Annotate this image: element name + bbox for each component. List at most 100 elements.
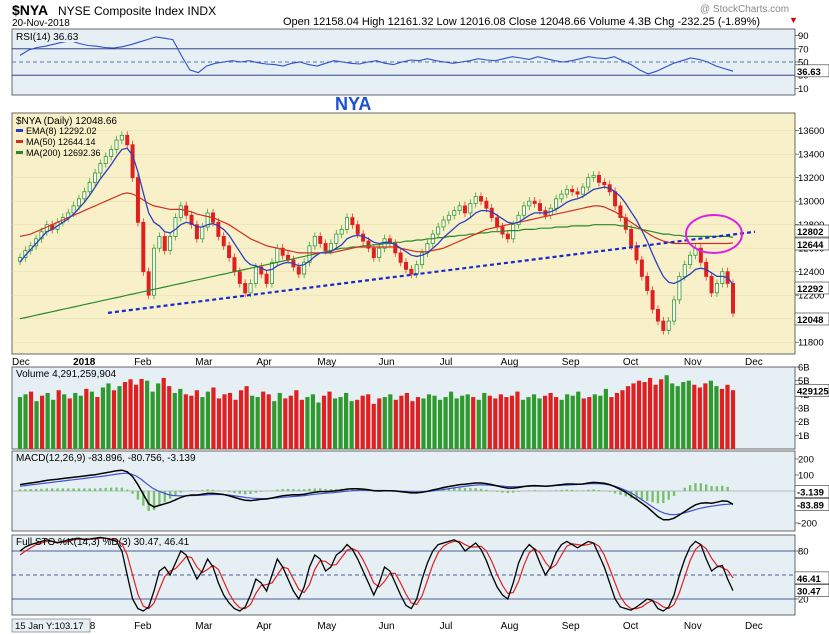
candle-body	[157, 236, 162, 249]
macd-histogram-bar	[238, 491, 241, 494]
candle-body	[130, 144, 135, 179]
macd-histogram-bar	[93, 488, 97, 491]
macd-histogram-bar	[485, 489, 488, 491]
candle-body	[554, 198, 559, 209]
volume-bar	[554, 397, 559, 449]
macd-histogram-bar	[24, 489, 27, 491]
bottom-x-axis-label: Sep	[562, 621, 580, 632]
bottom-x-axis-label: May	[317, 621, 336, 632]
volume-bar	[432, 395, 437, 449]
candle-body	[371, 247, 376, 259]
macd-histogram-bar	[613, 491, 617, 494]
candle-body	[457, 205, 462, 211]
bottom-x-axis-label: Apr	[256, 621, 272, 632]
sto-d-value-box	[794, 571, 829, 585]
candle-body	[441, 219, 446, 228]
volume-bar	[377, 398, 382, 449]
volume-bar	[305, 397, 310, 449]
volume-bar	[78, 395, 83, 449]
volume-bar	[520, 399, 526, 449]
macd-histogram-bar	[528, 490, 531, 491]
candle-body	[596, 174, 601, 183]
macd-histogram-bar	[581, 490, 585, 491]
bottom-x-axis-label: Oct	[623, 621, 639, 632]
candle-body	[339, 228, 344, 235]
candle-body	[479, 196, 484, 202]
macd-histogram-bar	[587, 489, 590, 491]
volume-bar	[393, 399, 398, 449]
volume-bar	[189, 395, 194, 449]
x-axis-label: May	[317, 357, 336, 368]
volume-bar	[719, 388, 725, 449]
volume-bar	[531, 394, 537, 449]
volume-bar	[565, 394, 570, 449]
volume-bar	[56, 390, 61, 449]
volume-bar	[399, 395, 404, 449]
macd-histogram-bar	[61, 488, 65, 491]
candle-body	[623, 217, 628, 230]
volume-bar	[498, 394, 503, 449]
volume-tick-label: 5B	[798, 376, 810, 387]
volume-bar	[493, 398, 498, 449]
volume-bar	[598, 395, 603, 449]
candle-body	[114, 139, 119, 150]
macd-histogram-bar	[495, 491, 499, 492]
cursor-readout: 15 Jan Y:103.17	[15, 621, 84, 632]
volume-bar	[45, 392, 50, 449]
candle-body	[275, 247, 280, 263]
legend-swatch	[16, 140, 23, 143]
volume-bar	[299, 399, 304, 449]
volume-bar	[89, 391, 94, 449]
macd-histogram-bar	[67, 488, 70, 491]
macd-histogram-bar	[83, 488, 86, 491]
macd-histogram-bar	[447, 487, 451, 491]
candle-body	[666, 320, 671, 331]
candle-body	[403, 261, 408, 270]
volume-bar	[559, 399, 564, 449]
volume-bar	[327, 391, 332, 449]
candle-body	[87, 181, 92, 193]
bottom-x-axis-label: Nov	[684, 621, 702, 632]
x-axis-label: Dec	[12, 357, 30, 368]
volume-bar	[216, 398, 222, 449]
price-tick-label: 13000	[798, 197, 824, 208]
candle-body	[420, 252, 425, 266]
macd-histogram-bar	[704, 484, 708, 491]
candle-body	[355, 224, 360, 235]
index-name: NYSE Composite Index INDX	[58, 4, 216, 18]
volume-bar	[128, 379, 133, 449]
candle-body	[253, 266, 258, 284]
volume-bar	[156, 383, 161, 449]
macd-histogram-bar	[656, 491, 660, 504]
rsi-last-value: 36.63	[797, 67, 821, 78]
x-axis-label: Sep	[562, 357, 580, 368]
macd-value-box	[794, 498, 829, 511]
volume-bar	[310, 394, 316, 449]
volume-bar	[686, 380, 691, 449]
volume-bar	[548, 392, 553, 449]
x-axis-label: Jun	[379, 357, 395, 368]
volume-bar	[222, 394, 227, 449]
candle-body	[452, 210, 457, 216]
macd-histogram-bar	[179, 491, 183, 493]
candle-body	[125, 134, 130, 146]
price-tick-label: 13600	[798, 126, 824, 137]
volume-bar	[504, 397, 509, 449]
rsi-line	[19, 36, 734, 75]
volume-bar	[40, 395, 45, 449]
candle-body	[714, 283, 719, 294]
candle-body	[232, 257, 237, 273]
volume-bar	[659, 379, 664, 449]
macd-histogram-bar	[34, 488, 38, 491]
price-tick-label: 11800	[798, 338, 824, 349]
volume-bar	[51, 399, 56, 449]
candle-body	[409, 268, 414, 275]
volume-bar	[67, 398, 72, 449]
macd-histogram-bar	[324, 488, 327, 491]
bottom-x-axis-label: Feb	[134, 621, 152, 632]
macd-histogram-bar	[136, 491, 140, 500]
candle-body	[580, 186, 585, 195]
bottom-x-axis-label: Jul	[440, 621, 453, 632]
candle-body	[682, 264, 687, 277]
